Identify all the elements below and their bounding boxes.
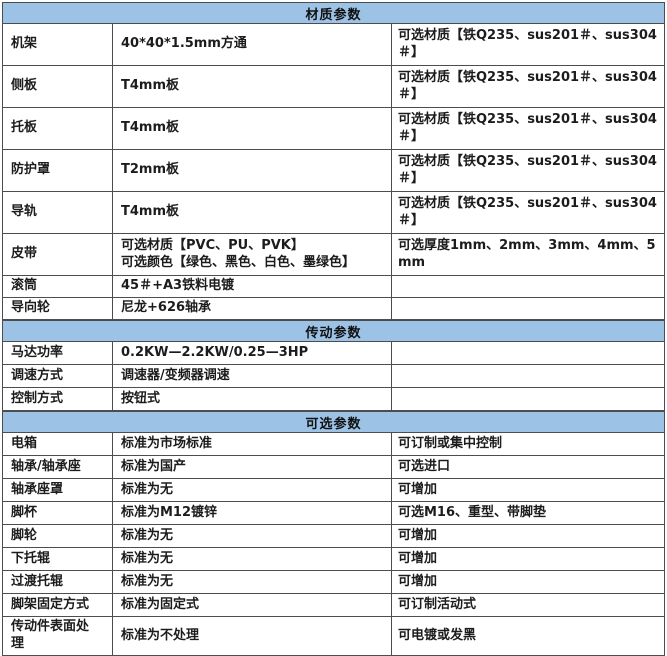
table-row: 脚轮 标准为无 可增加 [3, 525, 664, 548]
param-options: 可增加 [398, 550, 438, 566]
param-options [392, 365, 664, 387]
param-label: 皮带 [3, 234, 113, 275]
table-row: 侧板 T4mm板 可选材质【铁Q235、sus201＃、sus304＃】 [3, 66, 664, 108]
table-row: 托板 T4mm板 可选材质【铁Q235、sus201＃、sus304＃】 [3, 108, 664, 150]
param-spec: T2mm板 [113, 150, 392, 191]
param-label: 调速方式 [3, 365, 113, 387]
table-row: 防护罩 T2mm板 可选材质【铁Q235、sus201＃、sus304＃】 [3, 150, 664, 192]
param-options: 可选材质【铁Q235、sus201＃、sus304＃】 [398, 195, 657, 228]
table-row: 下托辊 标准为无 可增加 [3, 548, 664, 571]
table-row: 皮带 可选材质【PVC、PU、PVK】 可选颜色【绿色、黑色、白色、墨绿色】 可… [3, 234, 664, 276]
param-options: 可选厚度1mm、2mm、3mm、4mm、5mm [398, 237, 656, 270]
param-options: 可增加 [398, 527, 438, 543]
section-header-material: 材质参数 [3, 3, 664, 24]
param-spec: 40*40*1.5mm方通 [113, 24, 392, 65]
param-options: 可增加 [398, 573, 438, 589]
param-spec: 0.2KW—2.2KW/0.25—3HP [113, 342, 392, 364]
param-label: 控制方式 [3, 388, 113, 410]
param-options: 可电镀或发黑 [398, 627, 477, 643]
param-options [392, 276, 664, 297]
param-label: 导轨 [3, 192, 113, 233]
table-row: 调速方式 调速器/变频器调速 [3, 365, 664, 388]
param-spec: T4mm板 [113, 108, 392, 149]
param-label: 防护罩 [3, 150, 113, 191]
param-options: 可选M16、重型、带脚垫 [398, 504, 547, 520]
param-label: 马达功率 [3, 342, 113, 364]
table-row: 马达功率 0.2KW—2.2KW/0.25—3HP [3, 342, 664, 365]
param-spec: 尼龙+626轴承 [113, 298, 392, 319]
param-options: 可订制或集中控制 [398, 435, 503, 451]
param-label: 机架 [3, 24, 113, 65]
table-row: 控制方式 按钮式 [3, 388, 664, 411]
section-material: 材质参数 机架 40*40*1.5mm方通 可选材质【铁Q235、sus201＃… [3, 3, 664, 320]
section-header-drive: 传动参数 [3, 320, 664, 342]
param-spec: 标准为不处理 [113, 617, 392, 655]
param-spec: 45＃+A3铁料电镀 [113, 276, 392, 297]
param-label: 托板 [3, 108, 113, 149]
param-label: 导向轮 [3, 298, 113, 319]
section-drive: 传动参数 马达功率 0.2KW—2.2KW/0.25—3HP 调速方式 调速器/… [3, 320, 664, 411]
table-row: 电箱 标准为市场标准 可订制或集中控制 [3, 433, 664, 456]
param-label: 电箱 [3, 433, 113, 455]
section-header-optional: 可选参数 [3, 411, 664, 433]
param-label: 下托辊 [3, 548, 113, 570]
param-label: 脚轮 [3, 525, 113, 547]
table-row: 过渡托辊 标准为无 可增加 [3, 571, 664, 594]
param-spec: 可选材质【PVC、PU、PVK】 可选颜色【绿色、黑色、白色、墨绿色】 [113, 234, 392, 275]
param-spec: 标准为国产 [113, 456, 392, 478]
param-label: 传动件表面处理 [3, 617, 113, 655]
param-label: 滚筒 [3, 276, 113, 297]
table-row: 机架 40*40*1.5mm方通 可选材质【铁Q235、sus201＃、sus3… [3, 24, 664, 66]
table-row: 导向轮 尼龙+626轴承 [3, 298, 664, 320]
param-label: 轴承座罩 [3, 479, 113, 501]
param-spec: 标准为无 [113, 571, 392, 593]
table-row: 导轨 T4mm板 可选材质【铁Q235、sus201＃、sus304＃】 [3, 192, 664, 234]
param-spec: T4mm板 [113, 192, 392, 233]
table-row: 传动件表面处理 标准为不处理 可电镀或发黑 [3, 617, 664, 655]
param-spec: 调速器/变频器调速 [113, 365, 392, 387]
table-row: 滚筒 45＃+A3铁料电镀 [3, 276, 664, 298]
param-spec: 标准为市场标准 [113, 433, 392, 455]
table-row: 脚架固定方式 标准为固定式 可订制活动式 [3, 594, 664, 617]
param-spec: 标准为无 [113, 548, 392, 570]
param-label: 脚杯 [3, 502, 113, 524]
param-label: 轴承/轴承座 [3, 456, 113, 478]
table-row: 轴承座罩 标准为无 可增加 [3, 479, 664, 502]
table-row: 轴承/轴承座 标准为国产 可选进口 [3, 456, 664, 479]
param-label: 脚架固定方式 [3, 594, 113, 616]
param-options [392, 388, 664, 410]
param-spec: 按钮式 [113, 388, 392, 410]
param-options: 可订制活动式 [398, 596, 477, 612]
section-optional: 可选参数 电箱 标准为市场标准 可订制或集中控制 轴承/轴承座 标准为国产 可选… [3, 411, 664, 655]
param-options: 可选材质【铁Q235、sus201＃、sus304＃】 [398, 111, 657, 144]
param-options: 可选材质【铁Q235、sus201＃、sus304＃】 [398, 153, 657, 186]
param-spec: 标准为无 [113, 525, 392, 547]
table-row: 脚杯 标准为M12镀锌 可选M16、重型、带脚垫 [3, 502, 664, 525]
param-label: 过渡托辊 [3, 571, 113, 593]
param-options: 可选进口 [398, 458, 451, 474]
param-spec: 标准为固定式 [113, 594, 392, 616]
param-options [392, 298, 664, 319]
param-options: 可增加 [398, 481, 438, 497]
param-spec: T4mm板 [113, 66, 392, 107]
param-label: 侧板 [3, 66, 113, 107]
param-options: 可选材质【铁Q235、sus201＃、sus304＃】 [398, 69, 657, 102]
param-options: 可选材质【铁Q235、sus201＃、sus304＃】 [398, 27, 657, 60]
param-spec: 标准为无 [113, 479, 392, 501]
param-options [392, 342, 664, 364]
param-spec: 标准为M12镀锌 [113, 502, 392, 524]
